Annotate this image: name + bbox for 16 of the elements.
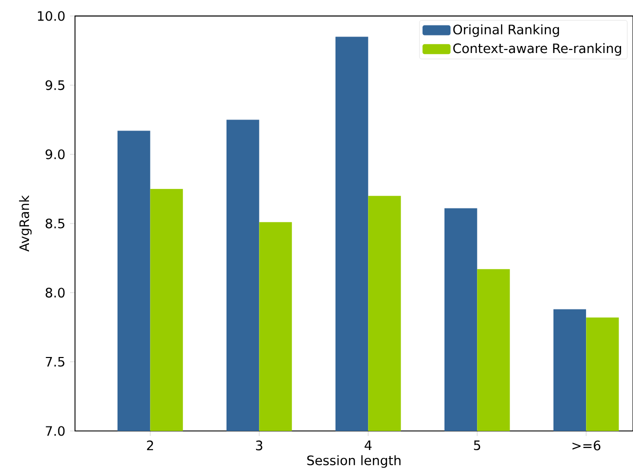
x-tick-label: 3 xyxy=(256,440,262,450)
y-tick-label: 7.5 xyxy=(46,356,64,367)
legend-label: Original Ranking xyxy=(453,24,559,37)
y-tick-label: 10.0 xyxy=(38,11,65,21)
x-tick-label: >=6 xyxy=(572,440,600,450)
y-tick-label: 8.0 xyxy=(46,288,65,298)
x-tick-label: 4 xyxy=(364,440,372,450)
y-tick-label: 9.0 xyxy=(46,149,65,160)
y-tick-label: 7.0 xyxy=(46,426,65,436)
y-tick-label: 8.5 xyxy=(46,218,64,228)
legend-label: Context-aware Re-ranking xyxy=(453,43,622,56)
y-tick-label: 9.5 xyxy=(46,80,64,90)
x-axis-title: Session length xyxy=(307,455,400,468)
x-tick-label: 5 xyxy=(474,440,480,450)
y-axis-title: AvgRank xyxy=(19,195,32,252)
x-tick-label: 2 xyxy=(147,440,154,450)
